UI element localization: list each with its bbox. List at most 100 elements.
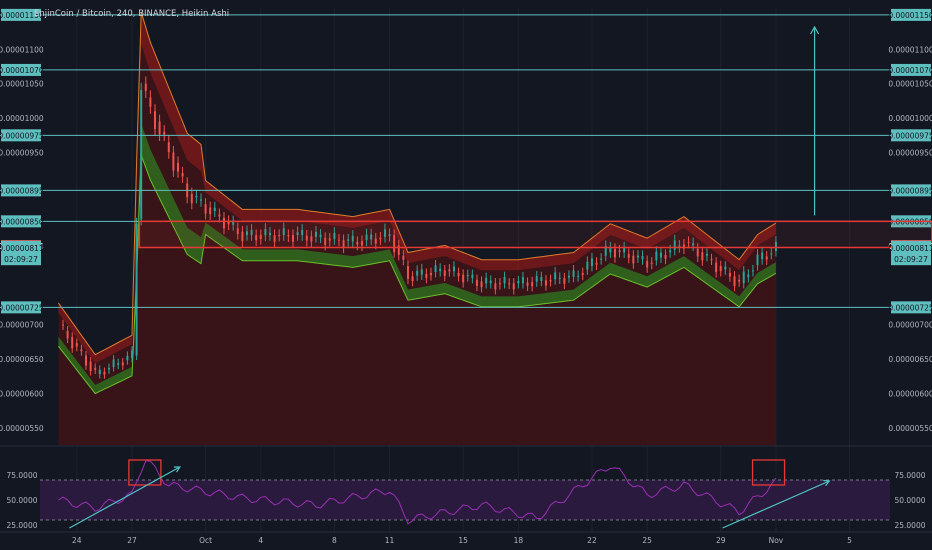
candle-body: [770, 253, 773, 255]
candle-body: [121, 362, 124, 366]
candle-body: [457, 272, 460, 277]
candle-body: [466, 275, 469, 277]
candle-body: [650, 262, 653, 264]
y-tick-label: 0.00000650: [888, 355, 932, 364]
candle-body: [195, 195, 198, 198]
candle-body: [374, 238, 377, 244]
candle-body: [586, 261, 589, 270]
y-tick-label: 0.00000700: [888, 321, 932, 330]
candle-body: [406, 266, 409, 279]
candle-body: [103, 371, 106, 375]
rsi-trend-arrowhead: [173, 466, 181, 473]
level-label-left: [1, 215, 41, 228]
candle-body: [540, 276, 543, 281]
candle-body: [158, 121, 161, 135]
candle-body: [687, 241, 690, 243]
price-tag-right: [891, 253, 931, 266]
candle-body: [508, 283, 511, 285]
x-tick-label: 25: [642, 536, 652, 545]
x-tick-label: 5: [847, 536, 852, 545]
candle-body: [98, 369, 101, 375]
candle-body: [232, 221, 235, 225]
price-tag-text: 02:09:27: [4, 255, 38, 264]
resistance-zone[interactable]: [138, 220, 932, 249]
candle-body: [347, 239, 350, 241]
rsi-tick-label: 75.0000: [6, 471, 37, 480]
candle-body: [627, 254, 630, 258]
candle-body: [236, 228, 239, 234]
level-label-right: [891, 8, 931, 21]
candle-body: [475, 279, 478, 286]
candle-body: [273, 235, 276, 242]
candle-body: [678, 245, 681, 248]
candle-body: [489, 280, 492, 284]
candle-body: [140, 90, 143, 220]
candle-body: [590, 258, 593, 267]
candle-body: [356, 241, 359, 245]
candle-body: [609, 247, 612, 253]
candle-body: [310, 236, 313, 242]
target-arrow[interactable]: [810, 25, 820, 216]
candle-body: [278, 235, 281, 237]
y-tick-label: 0.00001050: [0, 80, 44, 89]
candle-body: [705, 253, 708, 256]
level-label-text: 0.00001150: [888, 11, 932, 20]
candle-body: [636, 255, 639, 258]
candle-body: [747, 274, 750, 278]
candle-body: [328, 238, 331, 241]
rsi-tick-label: 75.0000: [894, 471, 925, 480]
rsi-trend-arrow[interactable]: [722, 480, 830, 529]
candle-body: [512, 283, 515, 290]
candle-body: [264, 228, 267, 236]
candle-body: [397, 245, 400, 255]
level-label-text: 0.00001150: [0, 11, 44, 20]
rsi-band-fill: [40, 480, 890, 520]
candle-body: [632, 255, 635, 264]
candle-body: [494, 283, 497, 290]
candle-body: [259, 235, 262, 239]
candle-body: [149, 97, 152, 107]
candle-body: [701, 252, 704, 261]
x-tick-label: Oct: [199, 536, 212, 545]
rsi-panel[interactable]: [40, 459, 890, 529]
candle-body: [66, 330, 69, 339]
level-label-right: [891, 63, 931, 76]
candle-body: [498, 283, 501, 285]
candle-body: [669, 250, 672, 253]
price-tag-left: [1, 242, 41, 255]
candle-body: [733, 276, 736, 287]
candle-body: [379, 237, 382, 240]
candle-body: [222, 217, 225, 229]
candle-body: [360, 241, 363, 246]
candle-body: [163, 131, 166, 135]
candle-body: [452, 266, 455, 272]
x-tick-label: 11: [385, 536, 395, 545]
y-tick-label: 0.00001000: [0, 114, 44, 123]
candle-body: [190, 193, 193, 204]
rsi-highlight-box[interactable]: [751, 459, 786, 486]
y-tick-label: 0.00000700: [0, 321, 44, 330]
candle-body: [728, 272, 731, 277]
level-label-right: [891, 129, 931, 142]
candle-body: [613, 248, 616, 258]
resistance-box[interactable]: [138, 220, 932, 249]
y-tick-label: 0.00001100: [0, 45, 44, 54]
price-area-fill: [58, 44, 776, 445]
y-tick-label: 0.00001100: [888, 45, 932, 54]
candle-body: [572, 270, 575, 277]
level-label-text: 0.00001070: [0, 66, 44, 75]
candle-body: [250, 229, 253, 236]
candle-body: [471, 274, 474, 279]
candle-body: [268, 232, 271, 236]
level-label-text: 0.00000725: [0, 303, 44, 312]
rsi-highlight-box[interactable]: [128, 459, 162, 486]
chart-title: EnjinCoin / Bitcoin, 240, BINANCE, Heiki…: [34, 9, 229, 19]
candle-body: [383, 229, 386, 237]
candle-body: [61, 324, 64, 326]
rsi-trend-arrow[interactable]: [69, 466, 181, 529]
candle-body: [130, 350, 133, 358]
candle-body: [604, 246, 607, 256]
axes: 2427Oct48111518222529Nov50.000008140.000…: [0, 45, 932, 545]
candle-body: [255, 235, 258, 241]
